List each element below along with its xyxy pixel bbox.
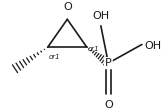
Text: or1: or1 [88, 46, 99, 52]
Text: O: O [63, 2, 72, 12]
Text: O: O [104, 100, 113, 110]
Text: OH: OH [92, 11, 109, 21]
Text: P: P [105, 58, 112, 68]
Text: or1: or1 [49, 54, 60, 60]
Text: OH: OH [145, 41, 162, 51]
